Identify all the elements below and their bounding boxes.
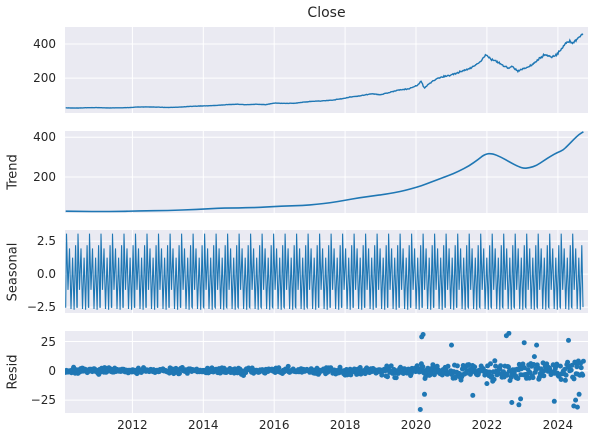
resid-point (454, 363, 460, 369)
resid-point (498, 363, 504, 369)
resid-outlier-point (573, 397, 579, 403)
resid-outlier-point (576, 391, 582, 397)
resid-point (504, 372, 510, 378)
y-tick-label: −25 (30, 393, 56, 408)
resid-point (276, 365, 282, 371)
resid-point (569, 362, 575, 368)
x-tick-label: 2014 (188, 418, 219, 432)
resid-point (379, 372, 385, 378)
resid-point (578, 365, 584, 371)
resid-outlier-point (521, 340, 527, 346)
y-tick-label: 200 (33, 169, 56, 184)
resid-point (541, 373, 547, 379)
resid-point (562, 377, 568, 383)
resid-outlier-point (470, 392, 476, 398)
resid-point (506, 364, 511, 370)
resid-plot-svg (65, 331, 588, 413)
resid-point (431, 372, 437, 378)
x-tick-label: 2012 (117, 418, 148, 432)
resid-point (177, 370, 182, 376)
resid-point (488, 361, 493, 367)
resid-point (571, 376, 577, 382)
observed-plot-svg (65, 27, 588, 113)
resid-point (492, 358, 498, 364)
resid-point (563, 372, 569, 378)
close-line (65, 33, 584, 109)
resid-point (531, 354, 537, 360)
resid-point (515, 376, 521, 381)
y-tick-label: −2.5 (26, 300, 56, 315)
resid-point (393, 375, 399, 381)
panel-trend (65, 131, 588, 213)
resid-outlier-point (518, 396, 524, 402)
resid-point (285, 363, 291, 369)
resid-outlier-point (509, 400, 515, 405)
y-tick-label: 400 (33, 37, 56, 52)
x-tick-label: 2016 (258, 418, 290, 432)
resid-outlier-point (516, 402, 522, 408)
x-tick-label: 2018 (329, 418, 361, 432)
resid-outlier-point (566, 337, 571, 343)
resid-point (530, 375, 536, 381)
seasonal-plot-svg (65, 230, 588, 313)
trend-plot-svg (65, 131, 588, 213)
y-tick-label: 400 (33, 130, 56, 145)
resid-point (348, 372, 354, 378)
resid-point (580, 372, 586, 378)
resid-outlier-point (449, 342, 454, 348)
resid-outlier-point (551, 398, 557, 404)
resid-outlier-point (534, 342, 540, 348)
y-tick-label: 2.5 (36, 234, 56, 249)
resid-point (434, 363, 440, 369)
resid-point (557, 363, 563, 369)
resid-point (520, 361, 526, 367)
resid-outlier-point (420, 332, 426, 337)
resid-point (558, 377, 564, 382)
panel-seasonal (65, 230, 588, 313)
resid-point (388, 363, 394, 369)
resid-point (420, 364, 426, 370)
panel-resid (65, 331, 588, 413)
resid-point (565, 359, 571, 365)
resid-point (491, 376, 497, 382)
resid-point (357, 365, 363, 370)
resid-point (568, 367, 574, 373)
resid-point (385, 374, 390, 380)
panel-observed (65, 27, 588, 113)
resid-outlier-point (574, 404, 580, 410)
y-tick-label: 200 (33, 71, 56, 86)
resid-point (484, 381, 490, 387)
resid-point (580, 358, 586, 364)
chart-title: Close (307, 5, 346, 21)
resid-point (472, 364, 478, 370)
y-tick-label: 0.0 (36, 267, 56, 282)
resid-point (445, 363, 451, 369)
trend-line (65, 131, 584, 213)
x-tick-label: 2020 (400, 418, 432, 432)
y-tick-label: 0 (48, 363, 56, 378)
x-tick-label: 2022 (471, 418, 503, 432)
y-tick-label: 25 (40, 334, 56, 349)
resid-outlier-point (422, 391, 427, 397)
resid-outlier-point (417, 407, 423, 412)
resid-outlier-point (506, 331, 512, 336)
resid-point (173, 365, 179, 371)
seasonal-line (65, 233, 584, 310)
resid-point (574, 364, 580, 370)
resid-point (487, 369, 493, 375)
resid-point (497, 366, 503, 372)
x-tick-label: 2024 (542, 418, 574, 432)
